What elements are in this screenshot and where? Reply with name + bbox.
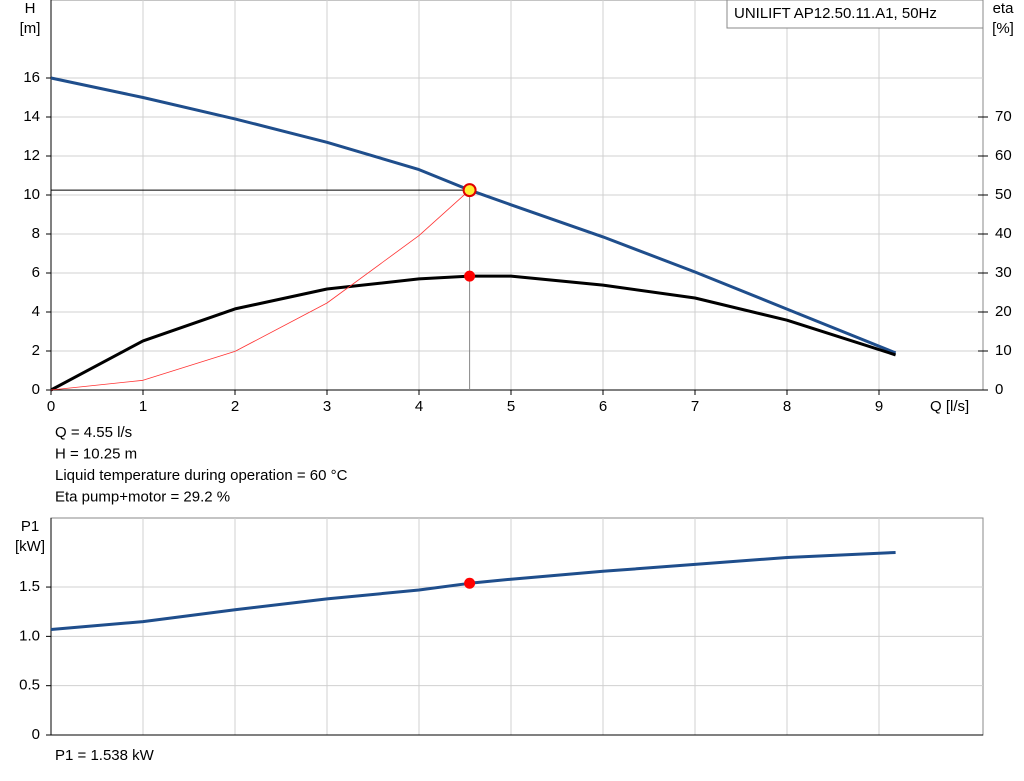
y-tick-label: 4: [32, 303, 40, 320]
info-note: Eta pump+motor = 29.2 %: [55, 488, 230, 505]
y2-tick-label: 60: [995, 147, 1012, 164]
duty-point: [464, 577, 476, 589]
y2-tick-label: 10: [995, 342, 1012, 359]
info-note: H = 10.25 m: [55, 445, 137, 462]
x-tick-label: 0: [47, 398, 55, 415]
x-tick-label: 2: [231, 398, 239, 415]
y2-tick-label: 70: [995, 108, 1012, 125]
y-tick-label: 16: [23, 69, 40, 86]
y-tick-label: 2: [32, 342, 40, 359]
plot-area: [50, 517, 984, 736]
info-note: Liquid temperature during operation = 60…: [55, 467, 348, 484]
y-tick-label: 0.5: [19, 677, 40, 694]
duty-point-eta: [464, 270, 476, 282]
x-tick-label: 1: [139, 398, 147, 415]
duty-point: [462, 183, 477, 198]
x-tick-label: 9: [875, 398, 883, 415]
x-tick-label: 7: [691, 398, 699, 415]
y-tick-label: 0: [32, 726, 40, 743]
title-box: [726, 0, 984, 29]
curve: [50, 189, 470, 391]
x-axis-label: Q [l/s]: [930, 398, 969, 415]
x-tick-label: 6: [599, 398, 607, 415]
y-axis-label: P1: [21, 518, 39, 535]
y-axis-unit: [kW]: [15, 538, 45, 555]
chart-title: UNILIFT AP12.50.11.A1, 50Hz: [734, 5, 937, 22]
x-tick-label: 3: [323, 398, 331, 415]
x-tick-label: 5: [507, 398, 515, 415]
y-tick-label: 14: [23, 108, 40, 125]
info-note: Q = 4.55 l/s: [55, 424, 132, 441]
y-axis-unit: [m]: [20, 20, 41, 37]
y-tick-label: 1.0: [19, 627, 40, 644]
x-tick-label: 4: [415, 398, 423, 415]
y-tick-label: 12: [23, 147, 40, 164]
y-tick-label: 0: [32, 381, 40, 398]
y2-tick-label: 50: [995, 186, 1012, 203]
y-axis-label: H: [25, 0, 36, 17]
y2-tick-label: 0: [995, 381, 1003, 398]
info-note: P1 = 1.538 kW: [55, 747, 155, 764]
y2-axis-unit: [%]: [992, 20, 1014, 37]
y-tick-label: 6: [32, 264, 40, 281]
y-tick-label: 8: [32, 225, 40, 242]
y2-tick-label: 20: [995, 303, 1012, 320]
y2-tick-label: 40: [995, 225, 1012, 242]
y-tick-label: 1.5: [19, 578, 40, 595]
y-tick-label: 10: [23, 186, 40, 203]
x-tick-label: 8: [783, 398, 791, 415]
y2-axis-label: eta: [993, 0, 1015, 17]
y2-tick-label: 30: [995, 264, 1012, 281]
